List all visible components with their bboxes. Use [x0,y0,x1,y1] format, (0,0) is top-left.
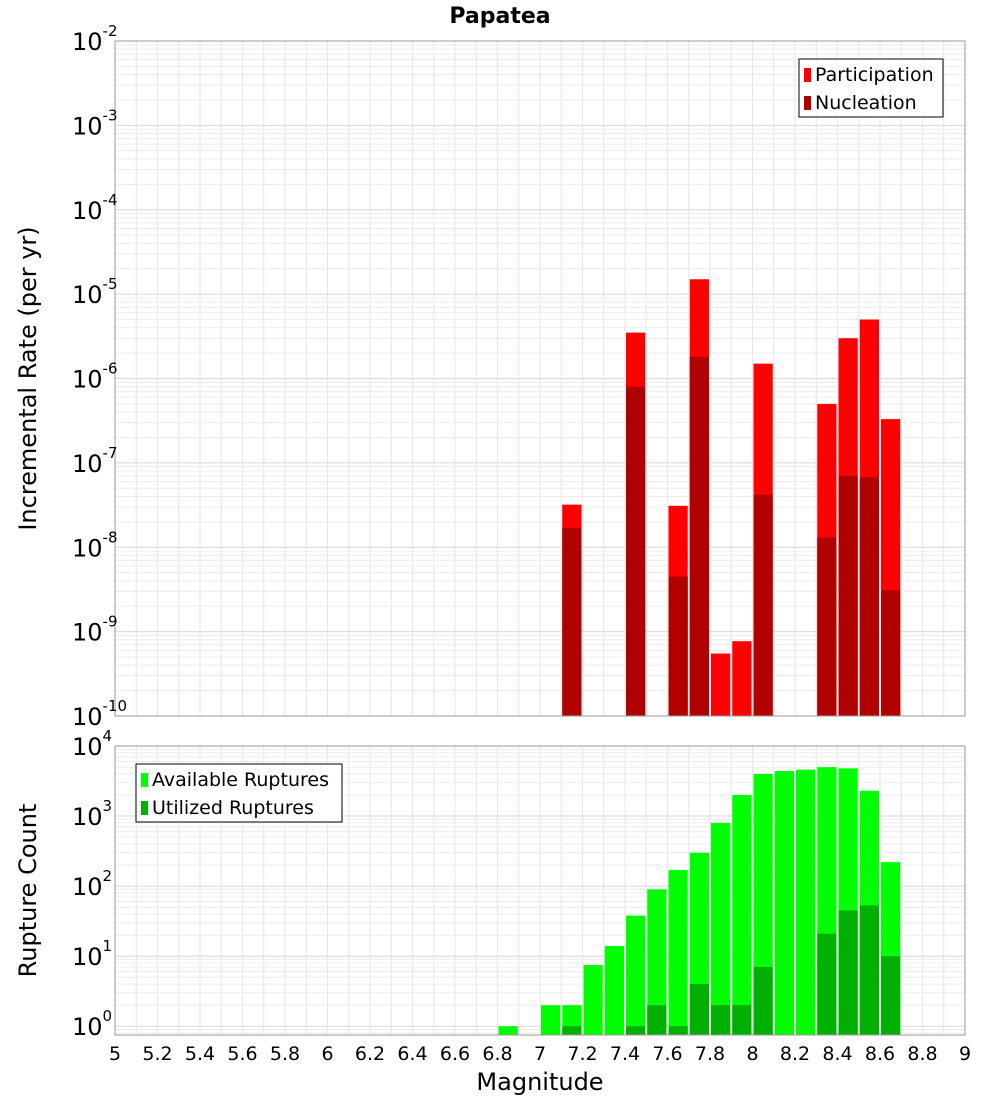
count-y-tick-label: 100 [72,1007,112,1041]
x-tick-label: 7.2 [567,1043,597,1065]
rate-y-tick-label: 10-5 [72,275,118,309]
x-tick-label: 5.8 [270,1043,300,1065]
x-tick-label: 6 [321,1043,333,1065]
rate-bar-outer [711,653,731,716]
rate-bar-inner [859,477,879,716]
rate-legend-label: Participation [815,64,934,86]
x-tick-label: 7.4 [610,1043,640,1065]
rate-bar-inner [668,576,688,716]
count-bar-outer [626,915,646,1035]
count-legend-box [135,763,343,823]
rate-panel-frame [114,40,966,717]
rate-bar-inner [817,537,837,716]
rate-panel-y-ticks: 10-2 10-3 10-4 10-5 10-6 10-7 10-8 10-9 10-10 [72,22,127,731]
magnitude-x-axis-label: Magnitude [476,1068,603,1096]
rate-y-tick-label: 10-6 [72,360,118,394]
x-tick-label: 8.6 [865,1043,895,1065]
x-tick-label: 5 [109,1043,121,1065]
count-y-tick-label: 102 [72,867,112,901]
rate-y-tick-label: 10-4 [72,191,118,225]
x-tick-label: 8.8 [907,1043,937,1065]
count-legend-label: Available Ruptures [152,769,329,791]
rate-bar-outer [732,641,752,716]
count-y-tick-label: 104 [72,727,112,761]
x-tick-label: 6.2 [355,1043,385,1065]
x-tick-label: 7.6 [652,1043,682,1065]
count-bar-outer [583,964,603,1035]
count-bar-inner [881,956,901,1035]
count-bar-outer [668,869,688,1035]
rate-legend-swatch [804,96,811,110]
count-bar-inner [732,1005,752,1035]
x-tick-label: 5.2 [142,1043,172,1065]
count-bar-inner [817,933,837,1035]
count-bar-inner [647,1005,667,1035]
count-bar-inner [753,967,773,1035]
rate-y-axis-label: Incremental Rate (per yr) [14,226,42,530]
x-tick-label: 6.8 [482,1043,512,1065]
count-bar-outer [711,822,731,1035]
count-bar-outer [604,945,624,1035]
count-legend-swatch [141,801,148,815]
count-bar-outer [774,770,794,1035]
x-tick-label: 7 [534,1043,546,1065]
rate-legend-box [798,58,944,118]
count-bar-inner [689,984,709,1035]
rate-y-tick-label: 10-7 [72,444,118,478]
rate-legend-label: Nucleation [815,92,917,114]
x-tick-label: 8.2 [780,1043,810,1065]
count-panel-y-ticks: 104 103 102 101 100 [72,727,112,1041]
rate-bar-inner [753,494,773,716]
rate-bar-inner [562,527,582,716]
count-bar-inner [626,1026,646,1035]
count-bar-inner [562,1026,582,1035]
count-bar-inner [838,910,858,1035]
count-panel-frame [114,745,966,1036]
x-tick-label: 8 [746,1043,758,1065]
rate-y-tick-label: 10-8 [72,528,118,562]
rate-panel-grid [114,40,966,717]
count-legend-swatch [141,773,148,787]
x-tick-label: 6.4 [397,1043,427,1065]
rate-panel-legend: Participation Nucleation [798,58,944,118]
count-bar-inner [711,1005,731,1035]
count-y-axis-label: Rupture Count [14,804,42,978]
rate-y-tick-label: 10-10 [72,697,127,731]
rate-bar-inner [626,386,646,716]
chart-title: Papatea [449,4,550,29]
count-legend-label: Utilized Ruptures [152,797,314,819]
x-tick-label: 5.4 [185,1043,215,1065]
rate-bar-inner [689,356,709,716]
x-tick-label: 6.6 [440,1043,470,1065]
count-bar-outer [647,889,667,1035]
count-y-tick-label: 103 [72,797,112,831]
rate-legend-swatch [804,68,811,82]
magnitude-x-ticks: 5 5.2 5.4 5.6 5.8 6 6.2 6.4 6.6 6.8 7 7.2 7.4 7.6 7.8 8… [109,1043,971,1065]
count-bar-outer [796,769,816,1035]
count-panel-legend: Available Ruptures Utilized Ruptures [135,763,343,823]
x-tick-label: 9 [959,1043,971,1065]
count-bar-inner [668,1026,688,1035]
rate-y-tick-label: 10-2 [72,22,118,56]
x-tick-label: 5.6 [227,1043,257,1065]
rate-y-tick-label: 10-3 [72,106,118,140]
count-y-tick-label: 101 [72,937,112,971]
rate-bar-inner [881,590,901,716]
rate-y-tick-label: 10-9 [72,613,118,647]
rate-panel-bars [562,279,901,716]
count-bar-inner [859,905,879,1035]
x-tick-label: 8.4 [822,1043,852,1065]
x-tick-label: 7.8 [695,1043,725,1065]
rate-bar-inner [838,475,858,716]
count-bar-outer [541,1005,561,1035]
count-bar-outer [732,794,752,1035]
count-bar-outer [498,1026,518,1035]
count-panel-bars [498,767,901,1035]
